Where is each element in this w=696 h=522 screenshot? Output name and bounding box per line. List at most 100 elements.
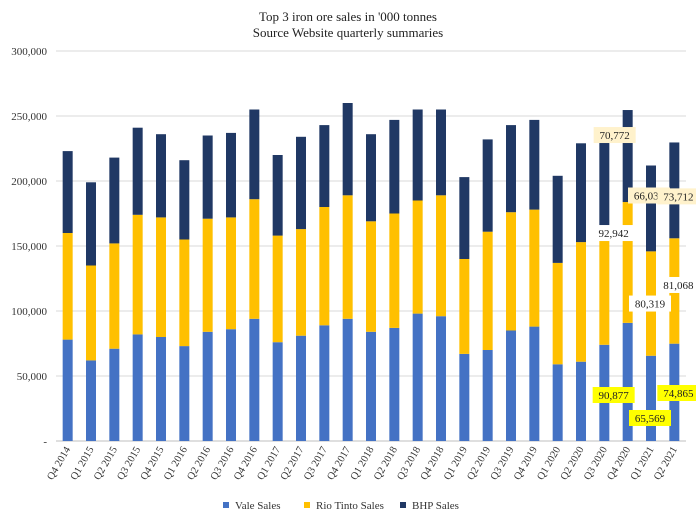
bar-segment-bhp-sales [62, 151, 73, 233]
bar-segment-vale-sales [482, 350, 493, 441]
bars [62, 103, 680, 441]
bar-segment-rio-tinto-sales [599, 233, 610, 345]
bar-segment-vale-sales [62, 339, 73, 441]
bar-segment-rio-tinto-sales [342, 195, 353, 319]
bar-segment-rio-tinto-sales [156, 217, 166, 337]
bar-segment-bhp-sales [529, 119, 540, 210]
bar-segment-rio-tinto-sales [249, 199, 260, 319]
bar-segment-bhp-sales [576, 143, 586, 243]
bar-segment-rio-tinto-sales [622, 202, 633, 323]
bar-segment-rio-tinto-sales [436, 195, 446, 317]
bar-segment-vale-sales [179, 346, 190, 441]
bar-segment-bhp-sales [226, 132, 236, 218]
bar-segment-vale-sales [389, 327, 400, 441]
bar-segment-rio-tinto-sales [412, 200, 423, 314]
bar-segment-bhp-sales [272, 155, 283, 236]
legend-swatch-bhp-sales [400, 502, 406, 508]
data-label-box [629, 410, 671, 426]
bar-segment-rio-tinto-sales [482, 231, 493, 350]
bar-segment-vale-sales [459, 353, 470, 441]
bar-segment-vale-sales [132, 334, 143, 441]
data-label: 74,865 [663, 388, 694, 400]
bar-segment-vale-sales [646, 355, 656, 441]
data-label: 65,569 [635, 413, 666, 425]
bar-segment-vale-sales [529, 326, 540, 441]
bar-segment-vale-sales [506, 330, 516, 441]
bar-segment-vale-sales [319, 325, 330, 441]
bar-segment-vale-sales [86, 360, 96, 441]
bar-segment-vale-sales [272, 342, 283, 441]
bar-segment-bhp-sales [132, 127, 143, 215]
bar-segment-rio-tinto-sales [552, 262, 563, 365]
legend-swatch-rio-tinto-sales [304, 502, 310, 508]
bar-segment-bhp-sales [249, 109, 260, 200]
y-tick-label: 250,000 [11, 111, 47, 123]
bar-segment-rio-tinto-sales [272, 235, 283, 343]
y-axis: - 50,000 100,000 150,000 200,000 250,000 300,0… [11, 46, 47, 448]
bar-segment-bhp-sales [319, 125, 330, 207]
bar-segment-rio-tinto-sales [576, 242, 586, 362]
y-tick-label: 100,000 [11, 306, 47, 318]
bar-segment-vale-sales [342, 318, 353, 441]
y-tick-label: 50,000 [17, 371, 48, 383]
bar-segment-bhp-sales [156, 134, 166, 218]
chart-title: Top 3 iron ore sales in '000 tonnes [259, 9, 437, 24]
bar-segment-vale-sales [436, 316, 446, 441]
data-label-box [593, 127, 636, 144]
y-tick-label: 300,000 [11, 46, 47, 58]
bar-segment-bhp-sales [506, 125, 516, 213]
bar-segment-bhp-sales [552, 175, 563, 263]
bar-segment-vale-sales [296, 335, 306, 441]
data-label-box [657, 276, 696, 293]
bar-segment-bhp-sales [296, 136, 306, 230]
legend-label: BHP Sales [412, 500, 459, 512]
legend: Vale Sales Rio Tinto Sales BHP Sales [223, 500, 459, 512]
legend-label: Rio Tinto Sales [316, 500, 384, 512]
bar-segment-rio-tinto-sales [86, 265, 96, 361]
bar-segment-bhp-sales [109, 157, 120, 244]
bar-segment-rio-tinto-sales [389, 213, 400, 328]
data-label: 80,319 [635, 299, 666, 311]
data-label-box [629, 295, 671, 312]
bar-segment-vale-sales [366, 331, 376, 441]
data-label-box [592, 225, 635, 242]
legend-label: Vale Sales [235, 500, 281, 512]
bar-segment-bhp-sales [412, 109, 423, 201]
bar-segment-vale-sales [202, 331, 213, 441]
bar-segment-rio-tinto-sales [529, 209, 540, 327]
bar-segment-bhp-sales [202, 135, 213, 219]
bar-segment-bhp-sales [436, 109, 446, 196]
bar-segment-vale-sales [576, 361, 586, 441]
bar-segment-rio-tinto-sales [109, 243, 120, 349]
bar-segment-bhp-sales [342, 103, 353, 196]
bar-segment-bhp-sales [646, 165, 656, 252]
data-label: 90,877 [599, 390, 630, 402]
bar-segment-rio-tinto-sales [62, 233, 73, 340]
bar-segment-vale-sales [412, 313, 423, 441]
bar-segment-bhp-sales [482, 139, 493, 232]
bar-segment-rio-tinto-sales [459, 259, 470, 354]
data-label-box [592, 387, 635, 403]
data-labels: 90,877 65,569 74,865 92,942 80,319 81,068 70,7… [592, 127, 696, 426]
bar-segment-bhp-sales [179, 160, 190, 240]
bar-segment-bhp-sales [389, 119, 400, 214]
data-label-box [657, 188, 696, 205]
bar-segment-vale-sales [622, 322, 633, 441]
data-label: 70,772 [600, 130, 630, 142]
data-label: 81,068 [663, 280, 694, 292]
bar-segment-rio-tinto-sales [132, 214, 143, 335]
bar-segment-vale-sales [109, 348, 120, 441]
bar-segment-vale-sales [226, 329, 236, 441]
bar-segment-vale-sales [249, 318, 260, 441]
y-tick-label: 150,000 [11, 241, 47, 253]
bar-segment-rio-tinto-sales [226, 217, 236, 330]
bar-segment-rio-tinto-sales [296, 229, 306, 336]
bar-segment-bhp-sales [86, 182, 96, 266]
bar-segment-rio-tinto-sales [366, 221, 376, 332]
bar-segment-bhp-sales [366, 134, 376, 222]
bar-segment-bhp-sales [599, 138, 610, 233]
bar-segment-rio-tinto-sales [179, 239, 190, 347]
legend-swatch-vale-sales [223, 502, 229, 508]
